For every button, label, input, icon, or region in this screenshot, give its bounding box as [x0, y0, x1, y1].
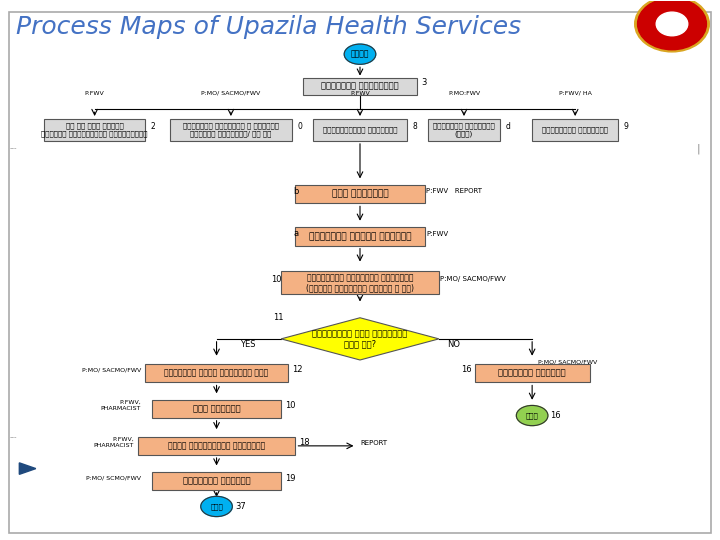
- Text: P:FWV/ HA: P:FWV/ HA: [559, 91, 592, 96]
- Text: 10: 10: [284, 401, 295, 410]
- Text: 37: 37: [235, 502, 246, 511]
- FancyBboxPatch shape: [474, 364, 590, 382]
- Text: 8: 8: [413, 122, 417, 131]
- Circle shape: [638, 0, 706, 50]
- Circle shape: [635, 0, 709, 52]
- Text: 11: 11: [273, 313, 283, 322]
- Text: d: d: [505, 122, 510, 131]
- Text: মাতৃ রেজিস্টার আপডেটশন: মাতৃ রেজিস্টার আপডেটশন: [168, 441, 265, 450]
- Circle shape: [516, 406, 548, 426]
- Text: পরামর্শ প্রদান: পরামর্শ প্রদান: [183, 477, 251, 485]
- Text: শুরু: শুরু: [351, 50, 369, 59]
- Text: REPORT: REPORT: [360, 440, 387, 446]
- Text: শেষ: শেষ: [526, 412, 539, 419]
- Text: প্রাথমিক পরীক্ষা নির্ণয়
(প্রথম পরীক্ষা সময়ে প মা): প্রাথমিক পরীক্ষা নির্ণয় (প্রথম পরীক্ষা …: [306, 273, 414, 293]
- Text: 18: 18: [299, 438, 310, 447]
- FancyBboxPatch shape: [295, 227, 425, 246]
- FancyBboxPatch shape: [281, 272, 439, 294]
- Text: NO: NO: [448, 340, 461, 349]
- Text: এম সি এইচ ইউনিট
উপজেলা স্বাস্থ্য কমপ্লেক্স: এম সি এইচ ইউনিট উপজেলা স্বাস্থ্য কমপ্লেক…: [41, 123, 148, 137]
- Text: 16: 16: [462, 365, 472, 374]
- Text: 9: 9: [624, 122, 629, 131]
- Text: 12: 12: [292, 365, 302, 374]
- FancyBboxPatch shape: [295, 185, 425, 204]
- Text: b: b: [294, 187, 299, 196]
- Text: P:FWV,
PHARMACIST: P:FWV, PHARMACIST: [101, 400, 141, 411]
- Text: 10: 10: [271, 275, 281, 284]
- Text: প্রসূতী কার্ড প্রদান: প্রসূতী কার্ড প্রদান: [309, 232, 411, 241]
- Text: Process Maps of Upazila Health Services: Process Maps of Upazila Health Services: [16, 15, 521, 39]
- Text: পরামর্শ প্রদান: পরামর্শ প্রদান: [498, 369, 566, 378]
- FancyBboxPatch shape: [428, 119, 500, 141]
- FancyBboxPatch shape: [170, 119, 292, 141]
- Text: ---: ---: [10, 145, 17, 151]
- FancyBboxPatch shape: [45, 119, 145, 141]
- Text: অসুবিধা সমূহ চিহ্নিত করা: অসুবিধা সমূহ চিহ্নিত করা: [164, 369, 269, 378]
- Text: ওষধ প্রদান: ওষধ প্রদান: [193, 404, 240, 414]
- FancyBboxPatch shape: [152, 400, 281, 418]
- Text: P:MO/ SACMO/FWV: P:MO/ SACMO/FWV: [82, 367, 141, 372]
- Text: শেষ: শেষ: [210, 503, 223, 510]
- Text: নাম নিবন্ধন: নাম নিবন্ধন: [332, 190, 388, 199]
- Text: 3: 3: [421, 78, 426, 87]
- Polygon shape: [19, 463, 36, 474]
- Text: |: |: [697, 143, 701, 153]
- FancyBboxPatch shape: [313, 119, 407, 141]
- Circle shape: [656, 12, 688, 36]
- Circle shape: [344, 44, 376, 64]
- Text: P:FWV: P:FWV: [426, 231, 448, 237]
- Text: P:MO/ SACMO/FWV: P:MO/ SACMO/FWV: [538, 359, 597, 364]
- Text: নিবন্ধন কেন্দ্র
(এপি): নিবন্ধন কেন্দ্র (এপি): [433, 123, 495, 137]
- Text: প্রসূতীর কোন অসুবিধা
আছে কি?: প্রসূতীর কোন অসুবিধা আছে কি?: [312, 329, 408, 349]
- Text: P:MO/ SACMO/FWV: P:MO/ SACMO/FWV: [202, 91, 261, 96]
- Text: প্রসূতী পরিদর্শন: প্রসূতী পরিদর্শন: [321, 82, 399, 91]
- Text: P:MO:FWV: P:MO:FWV: [448, 91, 480, 96]
- Polygon shape: [281, 318, 439, 360]
- Text: P:FWV: P:FWV: [85, 91, 104, 96]
- FancyBboxPatch shape: [532, 119, 618, 141]
- Text: P:MO/ SACMO/FWV: P:MO/ SACMO/FWV: [441, 276, 506, 282]
- Text: 2: 2: [150, 122, 156, 131]
- Text: P:MO/ SCMO/FWV: P:MO/ SCMO/FWV: [86, 476, 141, 481]
- Text: P:FWV: P:FWV: [350, 91, 370, 96]
- FancyBboxPatch shape: [152, 472, 281, 490]
- Text: a: a: [294, 229, 299, 238]
- Text: 16: 16: [550, 411, 561, 420]
- Text: 19: 19: [284, 474, 295, 483]
- Text: P:FWV,
PHARMACIST: P:FWV, PHARMACIST: [94, 437, 134, 448]
- Circle shape: [201, 496, 233, 517]
- Text: YES: YES: [240, 340, 256, 349]
- Text: P:FWV   REPORT: P:FWV REPORT: [426, 188, 482, 194]
- Text: 0: 0: [297, 122, 302, 131]
- FancyBboxPatch shape: [138, 437, 295, 455]
- FancyBboxPatch shape: [145, 364, 288, 382]
- FancyBboxPatch shape: [302, 78, 418, 94]
- Text: স্যাটেলাইট ক্লিনিক: স্যাটেলাইট ক্লিনিক: [323, 127, 397, 133]
- Text: ইউনিয়ন সাস্থ্য ও পরিবার
কল্যাণ কেন্দ্র/ আর টি: ইউনিয়ন সাস্থ্য ও পরিবার কল্যাণ কেন্দ্র/…: [183, 123, 279, 137]
- Text: কমিউনিটি ক্লিনিক: কমিউনিটি ক্লিনিক: [542, 127, 608, 133]
- Text: ---: ---: [10, 435, 17, 441]
